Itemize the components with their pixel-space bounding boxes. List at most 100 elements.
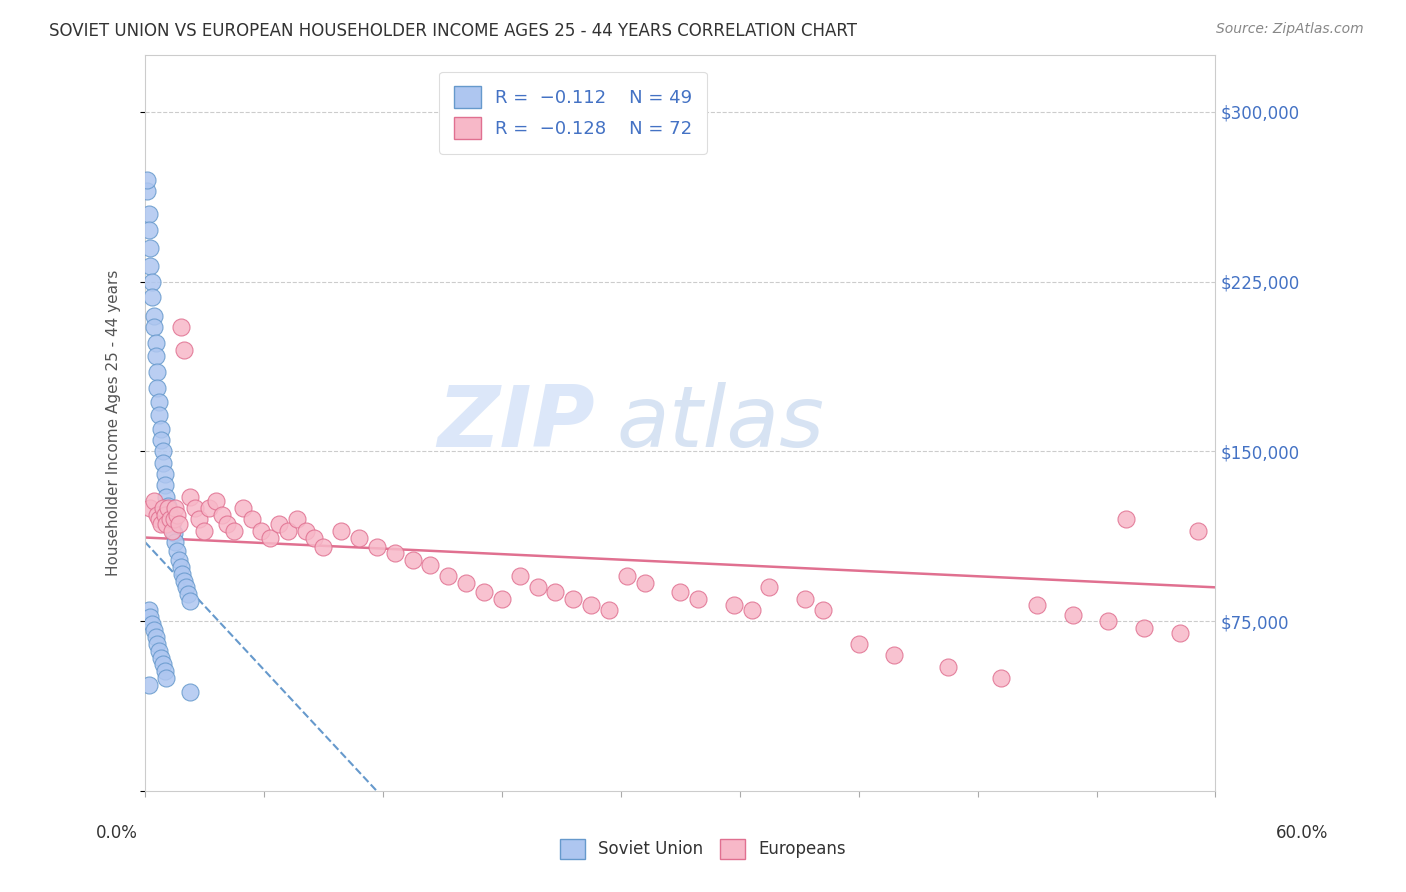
Point [165,535,187,549]
Point [193,524,215,538]
Point [294,524,316,538]
Text: 60.0%: 60.0% [1277,824,1329,842]
Point [1062,607,1084,622]
Point [148,408,170,422]
Point [148,394,170,409]
Point [141,275,163,289]
Point [1097,615,1119,629]
Point [139,241,162,255]
Point [184,501,207,516]
Point [146,381,169,395]
Point [150,516,173,531]
Point [250,524,273,538]
Point [167,516,190,531]
Point [723,599,745,613]
Point [157,501,180,516]
Point [366,540,388,554]
Point [166,508,188,522]
Point [152,444,174,458]
Point [150,650,173,665]
Point [145,349,167,363]
Point [172,566,194,581]
Point [145,335,167,350]
Point [141,616,163,631]
Point [232,501,254,516]
Text: atlas: atlas [616,382,824,465]
Point [170,319,193,334]
Point [277,524,299,538]
Legend: R =  −0.112    N = 49, R =  −0.128    N = 72: R = −0.112 N = 49, R = −0.128 N = 72 [440,71,707,153]
Point [152,501,174,516]
Point [159,508,181,522]
Point [472,585,495,599]
Point [384,546,406,560]
Point [139,259,162,273]
Point [155,490,177,504]
Point [401,553,423,567]
Point [491,591,513,606]
Point [173,574,195,588]
Point [148,644,170,658]
Point [174,580,197,594]
Point [152,657,174,672]
Point [153,478,176,492]
Point [616,569,638,583]
Point [330,524,353,538]
Point [142,309,165,323]
Point [526,580,548,594]
Point [205,494,228,508]
Point [544,585,567,599]
Point [794,591,817,606]
Point [138,207,160,221]
Point [160,516,183,531]
Point [170,560,193,574]
Point [160,524,183,538]
Point [990,671,1012,685]
Point [187,512,209,526]
Text: Source: ZipAtlas.com: Source: ZipAtlas.com [1216,22,1364,37]
Point [1115,512,1137,526]
Point [146,508,169,522]
Point [1026,599,1049,613]
Point [1133,621,1156,635]
Point [142,319,165,334]
Legend: Soviet Union, Europeans: Soviet Union, Europeans [554,832,852,866]
Point [139,501,162,516]
Point [285,512,308,526]
Point [259,531,281,545]
Point [138,603,160,617]
Point [758,580,780,594]
Point [811,603,834,617]
Point [177,587,200,601]
Point [166,544,188,558]
Point [135,172,157,186]
Point [179,490,201,504]
Text: ZIP: ZIP [437,382,595,465]
Point [157,499,180,513]
Point [741,603,763,617]
Point [179,594,201,608]
Point [148,512,170,526]
Point [217,516,239,531]
Point [347,531,370,545]
Point [883,648,905,663]
Point [162,526,184,541]
Point [240,512,263,526]
Point [167,553,190,567]
Point [562,591,585,606]
Point [304,531,326,545]
Point [419,558,441,572]
Point [159,512,181,526]
Point [509,569,531,583]
Point [456,575,478,590]
Point [138,678,160,692]
Point [138,222,160,236]
Point [633,575,655,590]
Point [142,624,165,638]
Point [135,184,157,198]
Point [155,516,177,531]
Text: 0.0%: 0.0% [96,824,138,842]
Point [146,365,169,379]
Point [153,508,176,522]
Point [152,456,174,470]
